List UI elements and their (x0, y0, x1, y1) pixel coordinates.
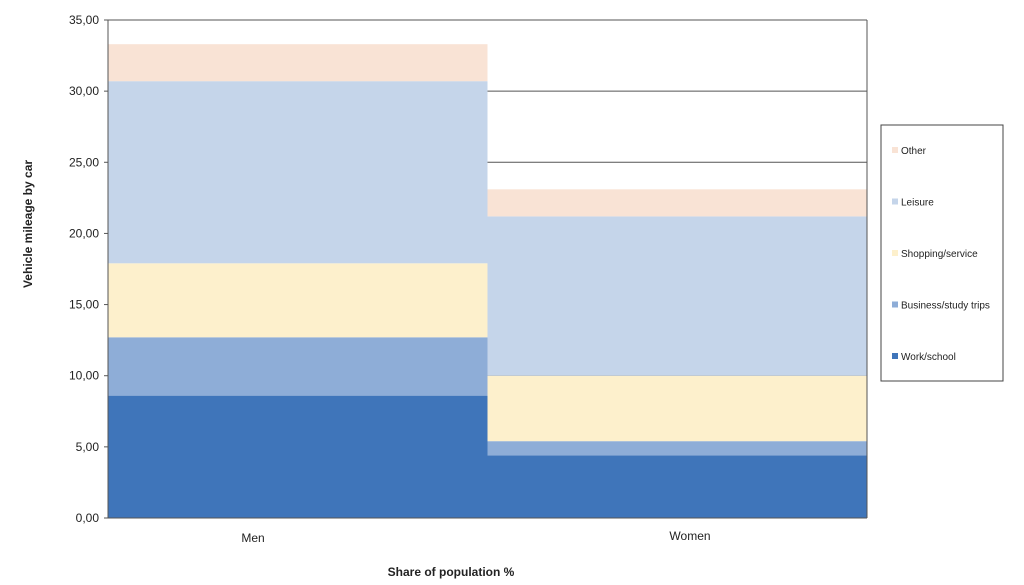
y-tick-label-2: 10,00 (69, 369, 99, 383)
legend-swatch-work-school (892, 353, 898, 359)
bar-men-work-school (108, 395, 488, 518)
bar-men-other (108, 44, 488, 82)
legend-swatch-business-study-trips (892, 301, 898, 308)
y-tick-label-6: 30,00 (69, 84, 99, 98)
y-tick-label-0: 0,00 (76, 511, 100, 525)
x-category-men: Men (241, 531, 264, 545)
legend: Other Leisure Shopping/service Business/stu… (880, 124, 1004, 382)
legend-box (880, 124, 1004, 382)
legend-label-work-school: Work/school (901, 352, 956, 363)
legend-label-shopping-service: Shopping/service (901, 249, 978, 260)
bar-women-shopping-service (487, 375, 867, 442)
legend-label-business-study-trips: Business/study trips (901, 301, 990, 312)
bar-women-work-school (487, 455, 867, 518)
y-tick-label-1: 5,00 (76, 440, 100, 454)
y-tick-label-4: 20,00 (69, 226, 99, 240)
bar-men-leisure (108, 81, 488, 264)
bar-women-other (487, 189, 867, 217)
bar-men-business-study-trips (108, 337, 488, 396)
y-axis-ticks: 0,00 5,00 10,00 15,00 20,00 25,00 30,00 35,00 (69, 13, 108, 525)
x-axis-categories: Men Women (241, 529, 710, 545)
legend-swatch-leisure (892, 198, 898, 205)
y-tick-label-7: 35,00 (69, 13, 99, 27)
bars (108, 44, 867, 518)
y-tick-label-3: 15,00 (69, 298, 99, 312)
bar-women-business-study-trips (487, 441, 867, 456)
bar-women-leisure (487, 216, 867, 376)
plot-frame (107, 20, 868, 519)
y-axis-title: Vehicle mileage by car (21, 160, 35, 288)
legend-swatch-shopping-service (892, 250, 898, 256)
x-category-women: Women (669, 529, 710, 543)
y-tick-label-5: 25,00 (69, 155, 99, 169)
x-axis-title: Share of population % (388, 565, 515, 579)
legend-label-leisure: Leisure (901, 198, 934, 209)
legend-label-other: Other (901, 146, 927, 157)
bar-men-shopping-service (108, 263, 488, 338)
legend-swatch-other (892, 147, 898, 153)
